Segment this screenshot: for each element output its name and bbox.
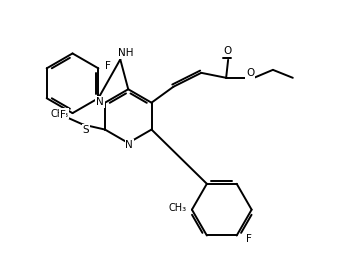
Text: CH₃: CH₃ — [169, 203, 187, 213]
Text: N: N — [125, 140, 133, 150]
Text: CH₃: CH₃ — [50, 109, 68, 119]
Text: NH: NH — [118, 48, 133, 58]
Text: O: O — [223, 46, 231, 56]
Text: F: F — [59, 110, 65, 120]
Text: F: F — [246, 234, 252, 244]
Text: O: O — [246, 68, 254, 78]
Text: S: S — [83, 125, 90, 135]
Text: F: F — [105, 61, 111, 71]
Text: N: N — [96, 97, 104, 107]
